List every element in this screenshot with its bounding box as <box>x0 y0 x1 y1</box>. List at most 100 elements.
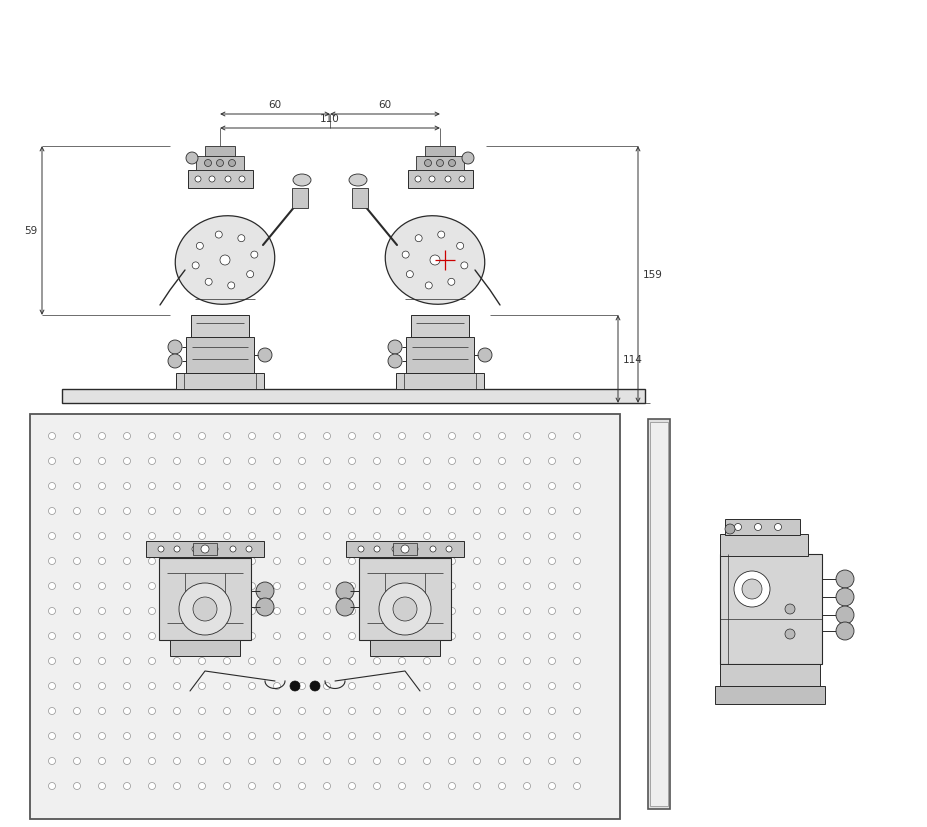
Circle shape <box>98 433 106 440</box>
Circle shape <box>448 533 455 540</box>
Circle shape <box>373 583 380 590</box>
Text: 114: 114 <box>622 355 642 365</box>
Circle shape <box>248 583 255 590</box>
Bar <box>292 189 308 208</box>
Circle shape <box>324 458 330 465</box>
Circle shape <box>73 682 81 690</box>
Circle shape <box>425 283 432 289</box>
Circle shape <box>424 160 431 167</box>
Circle shape <box>573 533 580 540</box>
Text: 60: 60 <box>268 100 281 110</box>
Circle shape <box>248 708 255 715</box>
Circle shape <box>373 433 380 440</box>
Circle shape <box>148 708 156 715</box>
Bar <box>30 414 619 819</box>
Circle shape <box>198 782 205 790</box>
Circle shape <box>523 608 530 614</box>
Circle shape <box>445 177 451 183</box>
Circle shape <box>835 571 853 588</box>
Circle shape <box>223 433 230 440</box>
Circle shape <box>73 758 81 765</box>
Circle shape <box>248 533 255 540</box>
Circle shape <box>448 633 455 640</box>
Circle shape <box>423 782 430 790</box>
Circle shape <box>429 256 439 265</box>
Bar <box>719 664 819 686</box>
Circle shape <box>498 682 505 690</box>
Circle shape <box>398 508 405 515</box>
Circle shape <box>239 177 245 183</box>
Circle shape <box>298 508 305 515</box>
Circle shape <box>548 533 555 540</box>
Circle shape <box>123 758 131 765</box>
Circle shape <box>173 758 181 765</box>
Circle shape <box>48 433 56 440</box>
Circle shape <box>324 682 330 690</box>
Circle shape <box>298 533 305 540</box>
Circle shape <box>197 243 203 250</box>
Circle shape <box>548 782 555 790</box>
Circle shape <box>573 758 580 765</box>
Circle shape <box>754 523 761 531</box>
Circle shape <box>548 733 555 739</box>
Circle shape <box>173 583 181 590</box>
Circle shape <box>148 758 156 765</box>
Circle shape <box>223 782 230 790</box>
Circle shape <box>387 341 401 355</box>
Circle shape <box>148 733 156 739</box>
Circle shape <box>173 608 181 614</box>
Circle shape <box>398 608 405 614</box>
Circle shape <box>573 558 580 565</box>
Circle shape <box>220 256 230 265</box>
Circle shape <box>273 533 280 540</box>
Circle shape <box>73 708 81 715</box>
Bar <box>359 558 451 640</box>
Circle shape <box>98 583 106 590</box>
Circle shape <box>498 633 505 640</box>
Circle shape <box>198 733 205 739</box>
Circle shape <box>349 483 355 490</box>
Circle shape <box>185 153 197 165</box>
Circle shape <box>473 483 480 490</box>
Circle shape <box>123 657 131 665</box>
Circle shape <box>835 588 853 606</box>
Circle shape <box>198 433 205 440</box>
Circle shape <box>123 708 131 715</box>
Circle shape <box>324 583 330 590</box>
Circle shape <box>349 533 355 540</box>
Circle shape <box>173 508 181 515</box>
Circle shape <box>548 682 555 690</box>
Circle shape <box>373 508 380 515</box>
Text: 60: 60 <box>378 100 391 110</box>
Circle shape <box>223 657 230 665</box>
Circle shape <box>298 583 305 590</box>
Circle shape <box>223 483 230 490</box>
Bar <box>396 374 484 390</box>
Circle shape <box>98 458 106 465</box>
Circle shape <box>198 758 205 765</box>
Circle shape <box>223 583 230 590</box>
Circle shape <box>237 236 245 242</box>
Circle shape <box>324 608 330 614</box>
Circle shape <box>523 682 530 690</box>
Circle shape <box>477 348 491 362</box>
Circle shape <box>48 458 56 465</box>
Circle shape <box>373 533 380 540</box>
Circle shape <box>548 458 555 465</box>
Circle shape <box>298 458 305 465</box>
Circle shape <box>98 657 106 665</box>
Circle shape <box>423 657 430 665</box>
Circle shape <box>248 682 255 690</box>
Circle shape <box>349 458 355 465</box>
Circle shape <box>423 483 430 490</box>
Circle shape <box>48 657 56 665</box>
Circle shape <box>168 341 182 355</box>
Bar <box>714 686 824 704</box>
Circle shape <box>223 633 230 640</box>
Circle shape <box>298 633 305 640</box>
Circle shape <box>211 547 218 552</box>
Circle shape <box>173 533 181 540</box>
Circle shape <box>573 608 580 614</box>
Circle shape <box>349 682 355 690</box>
Circle shape <box>324 733 330 739</box>
